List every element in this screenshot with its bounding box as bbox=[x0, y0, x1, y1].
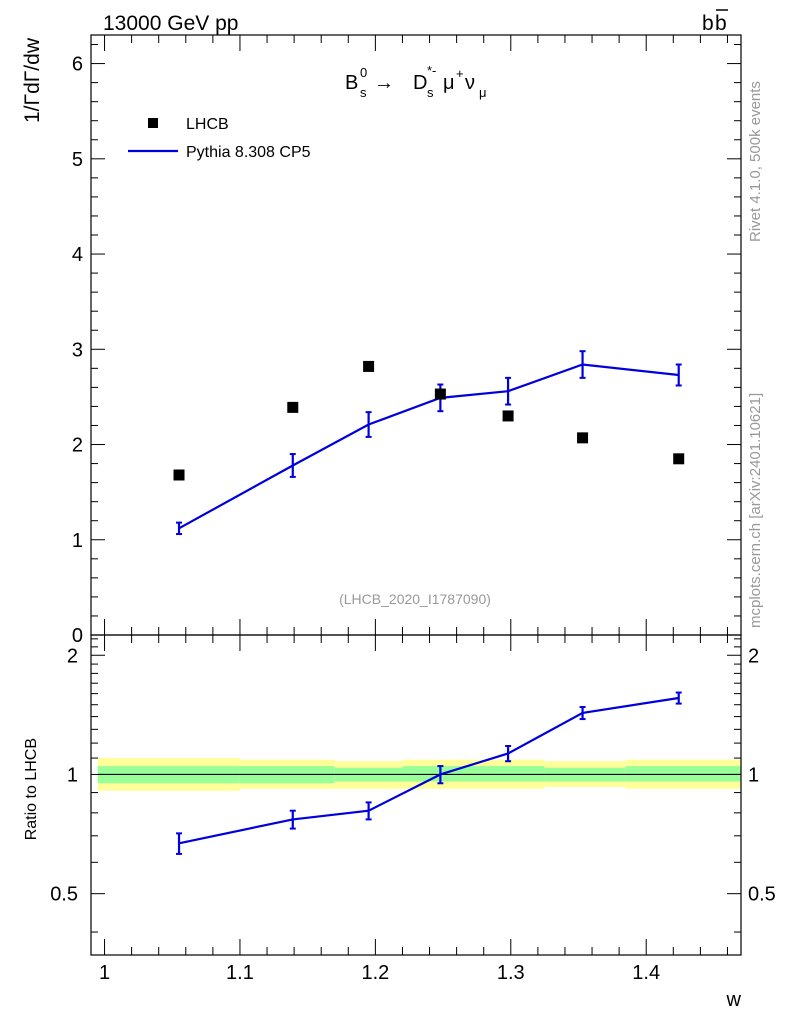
ratio-y-tick-label-left: 2 bbox=[67, 645, 78, 667]
lhcb-data-point bbox=[577, 432, 589, 444]
lhcb-data-point bbox=[434, 388, 446, 400]
x-tick-label: 1.2 bbox=[361, 962, 389, 984]
lhcb-data-point bbox=[173, 469, 185, 481]
process-arrow: → bbox=[374, 72, 394, 94]
ratio-band-inner bbox=[402, 766, 545, 782]
header-right: b b bbox=[702, 9, 728, 35]
process-B-sub: s bbox=[360, 85, 367, 100]
ratio-y-tick-label-left: 1 bbox=[67, 764, 78, 786]
legend-lhcb-label: LHCB bbox=[186, 116, 229, 133]
process-D: D bbox=[413, 72, 427, 94]
header-left: 13000 GeV pp bbox=[103, 12, 238, 35]
main-y-tick-label: 3 bbox=[72, 339, 83, 361]
main-y-tick-label: 5 bbox=[72, 149, 83, 171]
process-nu-sub: μ bbox=[479, 85, 487, 100]
main-y-tick-label: 1 bbox=[72, 530, 83, 552]
header-right-bar: b bbox=[715, 12, 727, 35]
header-right-base: b bbox=[702, 12, 714, 35]
process-label: B 0 s → D *- s μ + ν μ bbox=[345, 63, 487, 100]
ratio-y-tick-label-right: 1 bbox=[748, 764, 759, 786]
ratio-band-inner bbox=[625, 766, 741, 782]
process-nu: ν bbox=[465, 72, 475, 94]
process-D-sup: *- bbox=[427, 63, 436, 78]
main-y-tick-label: 2 bbox=[72, 435, 83, 457]
lhcb-data-point bbox=[363, 360, 375, 372]
x-tick-label: 1.1 bbox=[226, 962, 254, 984]
x-axis-label: w bbox=[726, 989, 742, 1011]
process-D-sub: s bbox=[427, 85, 434, 100]
main-ylabel: 1/ΓdΓ/dw bbox=[21, 37, 44, 123]
analysis-watermark: (LHCB_2020_I1787090) bbox=[339, 591, 491, 607]
process-mu-sup: + bbox=[456, 66, 464, 81]
main-y-tick-label: 6 bbox=[72, 54, 83, 76]
lhcb-data-point bbox=[673, 453, 685, 465]
pythia-line bbox=[178, 363, 679, 530]
main-y-tick-label: 4 bbox=[72, 244, 83, 266]
ratio-y-tick-label-right: 2 bbox=[748, 645, 759, 667]
legend: LHCB Pythia 8.308 CP5 bbox=[128, 116, 311, 161]
ratio-y-tick-label-right: 0.5 bbox=[748, 884, 776, 906]
ratio-y-tick-label-left: 0.5 bbox=[50, 884, 78, 906]
process-B: B bbox=[345, 72, 358, 94]
process-mu: μ bbox=[443, 72, 455, 94]
side-label-bottom: mcplots.cern.ch [arXiv:2401.10621] bbox=[747, 393, 764, 628]
side-label-top: Rivet 4.1.0, 500k events bbox=[747, 81, 764, 242]
x-tick-label: 1 bbox=[99, 962, 110, 984]
x-tick-label: 1.4 bbox=[632, 962, 660, 984]
legend-pythia-label: Pythia 8.308 CP5 bbox=[186, 144, 311, 161]
ratio-plot-frame bbox=[90, 634, 742, 956]
main-y-tick-label: 0 bbox=[72, 625, 83, 647]
process-B-sup: 0 bbox=[360, 65, 367, 80]
lhcb-data-point bbox=[287, 401, 299, 413]
lhcb-data-point bbox=[502, 410, 514, 422]
legend-lhcb-marker bbox=[148, 118, 158, 128]
ratio-ylabel: Ratio to LHCB bbox=[23, 738, 40, 840]
x-tick-label: 1.3 bbox=[497, 962, 525, 984]
